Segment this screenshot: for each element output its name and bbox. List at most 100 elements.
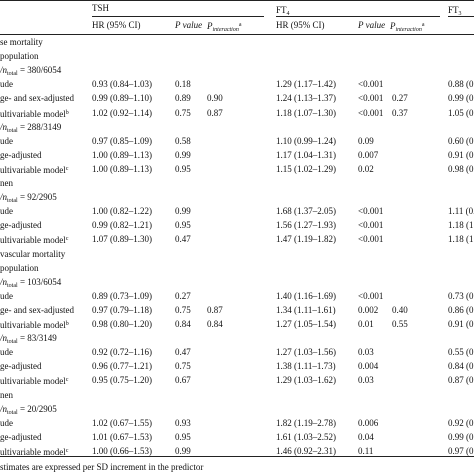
cell-tsh-hr: 1.00 (0.82–1.22) [92, 206, 152, 217]
cell-ft4-hr: 1.38 (1.11–1.73) [276, 361, 336, 372]
cell-tsh-hr: 1.01 (0.67–1.53) [92, 431, 152, 442]
label-n-part: /n [0, 333, 8, 344]
cell-ft3-hr: 0.98 (0.82–1.17) [448, 163, 474, 174]
cell-label: nen [0, 178, 13, 188]
label-n-part: /n [0, 65, 8, 76]
cell-tsh-p: 0.95 [175, 163, 191, 174]
table-bottom-rule [0, 456, 474, 457]
cell-label: ge-adjusted [0, 361, 41, 371]
label-text: ude [0, 79, 13, 90]
cell-ft4-hr: 1.29 (1.03–1.62) [276, 375, 336, 386]
cell-label: ude [0, 206, 13, 216]
cell-ft3-hr: 0.86 (0.66–1.12) [448, 304, 474, 315]
label-footnote-mark: c [65, 165, 69, 172]
cell-ft4-hr: 1.15 (1.02–1.29) [276, 163, 336, 174]
cell-ft4-hr: 1.56 (1.27–1.93) [276, 220, 336, 231]
label-count: = 380/6054 [17, 65, 62, 76]
cell-ft4-hr: 1.68 (1.37–2.05) [276, 206, 336, 217]
cell-ft4-p: 0.01 [358, 319, 374, 329]
label-text: population [0, 51, 39, 62]
cell-ft3-hr: 0.99 (0.87–1.12) [448, 93, 474, 104]
label-footnote-mark: c [65, 447, 69, 454]
cell-tsh-p: 0.27 [175, 290, 191, 301]
subheader-p-tsh: P value [175, 20, 203, 30]
cell-ft3-hr: 0.92 (0.60–1.41) [448, 417, 474, 428]
cell-ft3-hr: 0.84 (0.62–1.14) [448, 361, 474, 372]
cell-tsh-hr: 0.96 (0.77–1.21) [92, 361, 152, 372]
header-ft3: FT3 [448, 5, 462, 19]
cell-ft4-p: <0.001 [358, 206, 384, 217]
label-text: ge- and sex-adjusted [0, 304, 74, 315]
label-footnote-mark: b [65, 109, 69, 116]
cell-tsh-hr: 0.89 (0.73–1.09) [92, 290, 152, 301]
cell-label: ultivariable modelc [0, 234, 68, 245]
cell-ft4-p: 0.004 [358, 361, 379, 372]
cell-tsh-hr: 0.92 (0.72–1.16) [92, 347, 152, 358]
cell-label: ude [0, 136, 13, 146]
label-count: = 103/6054 [17, 276, 62, 287]
cell-ft4-p: 0.11 [358, 445, 374, 456]
cell-ft4-hr: 1.46 (0.92–2.31) [276, 445, 336, 456]
cell-label: /ntotal = 103/6054 [0, 277, 61, 291]
label-text: ultivariable model [0, 235, 66, 246]
table-top-rule [0, 0, 474, 1]
label-text: ultivariable model [0, 446, 66, 457]
cell-ft3-hr: 1.11 (0.99–1.24) [448, 206, 474, 217]
label-footnote-mark: b [65, 321, 69, 327]
cell-label: ge- and sex-adjusted [0, 305, 74, 315]
label-text: ge-adjusted [0, 361, 42, 372]
cell-tsh-pi: 0.90 [207, 93, 223, 104]
cell-ft4-p: <0.001 [358, 234, 384, 245]
cell-ft4-p: 0.006 [358, 417, 379, 428]
cell-tsh-p: 0.89 [175, 93, 191, 104]
cell-ft4-hr: 1.82 (1.19–2.78) [276, 417, 336, 428]
cell-label: ultivariable modelb [0, 108, 69, 119]
cell-label: ge-adjusted [0, 150, 41, 160]
cell-ft4-p: 0.007 [358, 149, 379, 160]
cell-tsh-hr: 0.99 (0.82–1.21) [92, 220, 152, 231]
cell-label: ultivariable modelc [0, 446, 68, 457]
cell-label: /ntotal = 380/6054 [0, 65, 61, 79]
label-subscript: total [7, 282, 18, 289]
label-text: nen [0, 389, 13, 400]
subheader-p-ft4: P value [358, 20, 386, 30]
cell-ft4-p: 0.03 [358, 375, 374, 386]
cell-ft4-hr: 1.27 (1.05–1.54) [276, 319, 336, 329]
label-text: ultivariable model [0, 164, 66, 175]
cell-ft4-p: 0.02 [358, 163, 374, 174]
cell-label: /ntotal = 288/3149 [0, 122, 61, 136]
cell-ft4-hr: 1.10 (0.99–1.24) [276, 135, 336, 146]
cell-tsh-hr: 1.07 (0.89–1.30) [92, 234, 152, 245]
cell-tsh-hr: 1.02 (0.67–1.55) [92, 417, 152, 428]
cell-ft3-hr: 0.88 (0.78–1.00) [448, 79, 474, 90]
cell-ft4-hr: 1.27 (1.03–1.56) [276, 347, 336, 358]
cell-label: population [0, 263, 39, 273]
cell-ft4-hr: 1.24 (1.13–1.37) [276, 93, 336, 104]
cell-ft4-hr: 1.18 (1.07–1.30) [276, 107, 336, 118]
cell-tsh-p: 0.75 [175, 361, 191, 372]
cell-tsh-pi: 0.84 [207, 319, 223, 329]
cell-ft4-hr: 1.17 (1.04–1.31) [276, 149, 336, 160]
label-n-part: /n [0, 192, 8, 203]
subheader-pint-ft4: Pinteractiona [390, 20, 425, 35]
cell-label: ultivariable modelb [0, 319, 69, 330]
cell-tsh-p: 0.95 [175, 220, 191, 231]
label-subscript: total [7, 198, 18, 205]
label-n-part: /n [0, 276, 8, 287]
cell-ft4-pi: 0.37 [392, 107, 408, 118]
label-subscript: total [7, 71, 18, 78]
cell-ft4-pi: 0.27 [392, 93, 408, 104]
label-text: ultivariable model [0, 376, 66, 387]
cell-ft3-hr: 1.05 (0.92–1.19) [448, 107, 474, 118]
label-text: ultivariable model [0, 108, 66, 119]
label-text: nen [0, 178, 13, 188]
header-tsh: TSH [92, 3, 110, 13]
cell-ft4-hr: 1.61 (1.03–2.52) [276, 431, 336, 442]
label-text: ude [0, 290, 13, 301]
cell-ft3-hr: 0.73 (0.57–0.93) [448, 290, 474, 301]
cell-tsh-p: 0.18 [175, 79, 191, 90]
cell-tsh-p: 0.84 [175, 319, 191, 329]
cell-label: /ntotal = 83/3149 [0, 333, 57, 347]
cell-label: population [0, 51, 39, 61]
